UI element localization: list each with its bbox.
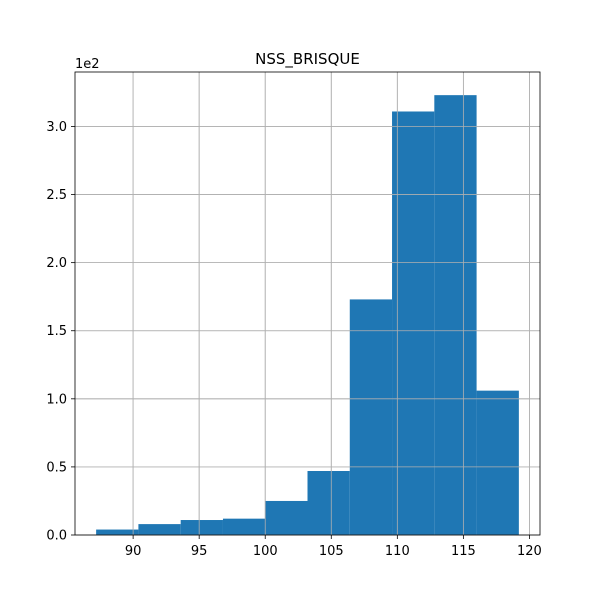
y-tick-label: 1.5: [46, 324, 67, 339]
y-tick-label: 2.0: [46, 256, 67, 271]
histogram-bar: [434, 95, 477, 536]
histogram-bar: [349, 299, 393, 535]
y-tick-label: 3.0: [46, 120, 67, 135]
histogram-bar: [307, 470, 350, 535]
histogram-bar: [138, 524, 181, 535]
bars-layer: [96, 95, 519, 536]
x-tick-label: 115: [451, 544, 476, 559]
histogram-bar: [392, 111, 435, 535]
y-axis-offset-label: 1e2: [75, 57, 100, 72]
x-tick-label: 100: [253, 544, 278, 559]
axes-frame: [74, 71, 541, 536]
ticks-layer: 90 95 100 105 110 115 120 0.0 0.5 1.0 1.5 2.0 2.5 3.0: [46, 120, 542, 559]
histogram-bar: [265, 500, 308, 535]
chart-title: NSS_BRISQUE: [255, 50, 360, 69]
x-tick-label: 120: [517, 544, 542, 559]
y-tick-label: 1.0: [46, 392, 67, 407]
y-tick-label: 0.5: [46, 460, 67, 475]
y-tick-label: 2.5: [46, 188, 67, 203]
y-tick-label: 0.0: [46, 529, 67, 544]
histogram-bar: [180, 520, 223, 535]
histogram-bar: [222, 518, 266, 535]
x-tick-label: 90: [125, 544, 142, 559]
x-tick-label: 95: [191, 544, 208, 559]
histogram-bar: [476, 390, 519, 535]
x-tick-label: 110: [385, 544, 410, 559]
x-tick-label: 105: [319, 544, 344, 559]
histogram-bar: [96, 529, 139, 535]
